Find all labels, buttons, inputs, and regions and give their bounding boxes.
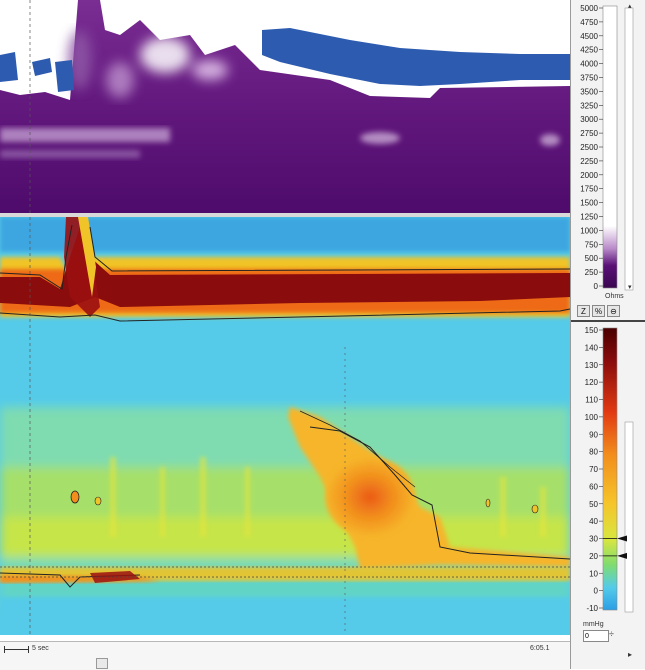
threshold-marker-2[interactable]: [617, 552, 627, 559]
impedance-scale-tick-label: 2500: [580, 143, 598, 152]
impedance-scale-tick-label: 1000: [580, 226, 598, 235]
sidebar-divider: [571, 320, 645, 322]
impedance-plot-graphic: [0, 0, 570, 213]
impedance-scale-tick-label: 4500: [580, 32, 598, 41]
panel-divider[interactable]: [0, 213, 570, 217]
pressure-scale-tick-label: 20: [589, 552, 598, 561]
settings-tool-button[interactable]: ⊖: [607, 305, 620, 317]
pressure-scale-tick-label: -10: [586, 604, 598, 613]
impedance-scale-tick-label: 2750: [580, 129, 598, 138]
impedance-topography-plot[interactable]: [0, 0, 570, 213]
threshold-marker-1[interactable]: [617, 535, 627, 542]
timeline-bar[interactable]: 5 sec 6:05.1: [0, 641, 570, 670]
impedance-scale-tick-label: 0: [594, 282, 599, 291]
time-readout: 6:05.1: [530, 645, 550, 652]
pressure-scale-tick-label: 150: [585, 326, 599, 335]
impedance-scale-tick-label: 2000: [580, 171, 598, 180]
impedance-tool-buttons: Z % ⊖: [577, 305, 620, 317]
pressure-scale-tick-label: 0: [594, 587, 599, 596]
pressure-scale-tick-label: 10: [589, 569, 598, 578]
impedance-scale-tick-label: 3250: [580, 101, 598, 110]
impedance-scale-tick-label: 500: [585, 254, 599, 263]
percent-tool-button[interactable]: %: [592, 305, 605, 317]
pressure-plot-graphic: [0, 217, 570, 635]
scale-down-arrow-icon[interactable]: ▾: [628, 284, 632, 291]
scale-up-arrow-icon[interactable]: ▴: [628, 3, 632, 10]
horizontal-scroll-thumb[interactable]: [96, 658, 108, 669]
time-scale-bar-left-tick: [4, 646, 5, 653]
pressure-scale-tick-label: 90: [589, 430, 598, 439]
impedance-scale-tick-label: 4750: [580, 18, 598, 27]
spinner-icon[interactable]: ÷: [609, 629, 614, 639]
pressure-scale-tick-label: 30: [589, 535, 598, 544]
time-scale-bar: [4, 649, 28, 650]
impedance-scale-tick-label: 3500: [580, 87, 598, 96]
pressure-scale-tick-label: 70: [589, 465, 598, 474]
impedance-scale-axis: 5000475045004250400037503500325030002750…: [580, 4, 634, 291]
impedance-unit-label: Ohms: [605, 293, 624, 300]
pressure-scale-tick-label: 100: [585, 413, 599, 422]
impedance-scale-tick-label: 1750: [580, 185, 598, 194]
time-scale-label: 5 sec: [32, 645, 49, 652]
time-scale-bar-right-tick: [28, 646, 29, 653]
impedance-scale-tick-label: 750: [585, 240, 599, 249]
impedance-scale-tick-label: 1500: [580, 199, 598, 208]
impedance-scale-tick-label: 4250: [580, 46, 598, 55]
threshold-input[interactable]: [583, 630, 609, 642]
pressure-unit-label: mmHg: [583, 621, 604, 628]
impedance-scale-tick-label: 5000: [580, 4, 598, 13]
impedance-scale-tick-label: 2250: [580, 157, 598, 166]
pressure-topography-plot[interactable]: [0, 217, 570, 635]
zoom-tool-button[interactable]: Z: [577, 305, 590, 317]
scroll-right-arrow-icon[interactable]: ▸: [628, 650, 633, 659]
scale-sidebar: 5000 4750 4500 4250 4000 3750 3500 3250 3000 2750…: [570, 0, 645, 669]
pressure-scale-tick-label: 50: [589, 500, 598, 509]
impedance-scale-tick-label: 250: [585, 268, 599, 277]
pressure-scale-tick-label: 140: [585, 343, 599, 352]
pressure-scale-tick-label: 110: [585, 396, 598, 405]
pressure-scale-tick-label: 80: [589, 448, 598, 457]
pressure-scale-tick-label: 40: [589, 517, 598, 526]
pressure-scale-tick-label: 120: [585, 378, 599, 387]
pressure-scale-tick-label: 130: [585, 361, 599, 370]
impedance-scale-tick-label: 4000: [580, 60, 598, 69]
impedance-scale-tick-label: 1250: [580, 213, 598, 222]
impedance-scale-tick-label: 3000: [580, 115, 598, 124]
pressure-scale-tick-label: 60: [589, 482, 598, 491]
impedance-scale-tick-label: 3750: [580, 74, 598, 83]
